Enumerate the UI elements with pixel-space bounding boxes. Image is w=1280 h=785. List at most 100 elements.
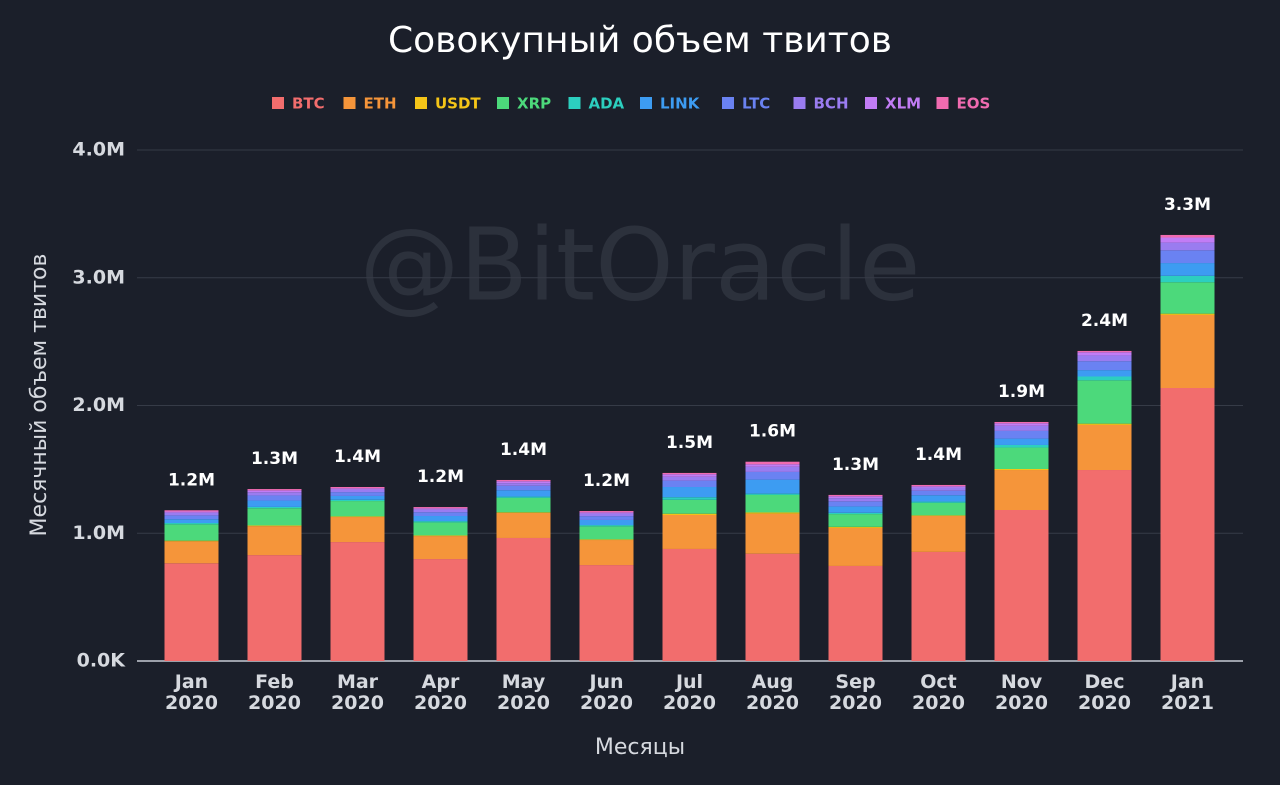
bar-segment: [1077, 380, 1132, 424]
bar-segment: [911, 502, 966, 516]
bar-segment: [164, 519, 219, 524]
bar-segment: [247, 492, 302, 496]
legend-label: BCH: [814, 95, 849, 113]
legend-swatch: [722, 97, 734, 109]
legend-swatch: [415, 97, 427, 109]
legend-swatch: [640, 97, 652, 109]
bar-segment: [496, 483, 551, 486]
bar-segment: [1160, 237, 1215, 243]
bar-segment: [662, 474, 717, 477]
bar-segment: [994, 509, 1049, 661]
bar-segment: [828, 527, 883, 566]
y-tick-label: 3.0M: [72, 266, 125, 288]
bar-segment: [247, 500, 302, 507]
bar-segment: [828, 496, 883, 499]
bar-segment: [828, 501, 883, 507]
bar-segment: [662, 499, 717, 514]
bar-segment: [911, 515, 966, 517]
legend-swatch: [272, 97, 284, 109]
bar-segment: [330, 501, 385, 517]
bar-segment: [662, 514, 717, 549]
bar-segment: [164, 510, 219, 512]
bar-segment: [828, 512, 883, 515]
bar-segment: [1160, 313, 1215, 315]
bar-segment: [911, 495, 966, 502]
bar-segment: [330, 487, 385, 489]
legend-label: EOS: [957, 95, 991, 113]
total-label: 1.2M: [168, 470, 215, 490]
bar-segment: [1077, 355, 1132, 362]
bar-segment: [1160, 275, 1215, 283]
x-tick-label: Jun 2020: [580, 671, 633, 714]
legend-swatch: [936, 97, 949, 109]
bar-segment: [1077, 424, 1132, 471]
bar-segment: [994, 438, 1049, 445]
bar-segment: [247, 525, 302, 527]
bar-segment: [247, 526, 302, 556]
bar-segment: [1077, 361, 1132, 371]
bar-segment: [994, 470, 1049, 510]
legend-label: ETH: [364, 95, 397, 113]
bar-segment: [164, 563, 219, 661]
legend-label: BTC: [292, 95, 325, 113]
bar-segment: [911, 516, 966, 552]
bar-segment: [496, 490, 551, 497]
total-label: 1.3M: [832, 455, 879, 475]
total-label: 1.4M: [915, 445, 962, 465]
bar-segment: [164, 524, 219, 541]
bar-segment: [164, 540, 219, 542]
bar-segment: [662, 480, 717, 488]
bar-segment: [164, 515, 219, 520]
bar-segment: [579, 511, 634, 513]
bar-segment: [330, 542, 385, 661]
x-tick-label: Mar 2020: [331, 671, 384, 714]
bar-segment: [330, 488, 385, 490]
bar-segment: [745, 466, 800, 472]
bar-segment: [1077, 470, 1132, 661]
bar-segment: [911, 490, 966, 496]
bar-segment: [413, 516, 468, 522]
bar-segment: [579, 539, 634, 541]
bar-segment: [828, 506, 883, 513]
bar-segment: [745, 512, 800, 514]
bar-segment: [164, 541, 219, 564]
x-tick-label: Nov 2020: [995, 671, 1048, 714]
bar-segment: [496, 481, 551, 484]
bar-segment: [911, 486, 966, 488]
legend-swatch: [865, 97, 877, 109]
bar-segment: [745, 464, 800, 467]
total-label: 3.3M: [1164, 195, 1211, 215]
bar-segment: [579, 540, 634, 566]
bar-segment: [413, 535, 468, 537]
total-label: 1.5M: [666, 433, 713, 453]
bar-segment: [1077, 350, 1132, 353]
x-tick-label: Dec 2020: [1078, 671, 1131, 714]
bar-segment: [828, 514, 883, 527]
legend-label: XLM: [885, 95, 921, 113]
bar-segment: [330, 499, 385, 502]
y-tick-label: 4.0M: [72, 139, 125, 161]
bar-segment: [911, 484, 966, 487]
bar-segment: [247, 555, 302, 661]
bar-segment: [662, 487, 717, 498]
bar-segment: [579, 526, 634, 540]
bar-segment: [1077, 352, 1132, 356]
x-tick-label: Jan 2020: [165, 671, 218, 714]
bar-segment: [662, 472, 717, 475]
bar-segment: [994, 447, 1049, 469]
bar-segment: [994, 430, 1049, 439]
bar-segment: [164, 512, 219, 516]
bar-segment: [413, 512, 468, 517]
total-label: 1.6M: [749, 422, 796, 442]
x-axis-title: Месяцы: [595, 735, 685, 760]
x-tick-label: Apr 2020: [414, 671, 467, 714]
bar-segment: [828, 494, 883, 497]
bar-segment: [745, 471, 800, 480]
bar-segment: [413, 521, 468, 523]
bar-segment: [496, 496, 551, 498]
bar-segment: [1160, 282, 1215, 314]
bar-segment: [994, 468, 1049, 471]
bar-segment: [745, 553, 800, 661]
